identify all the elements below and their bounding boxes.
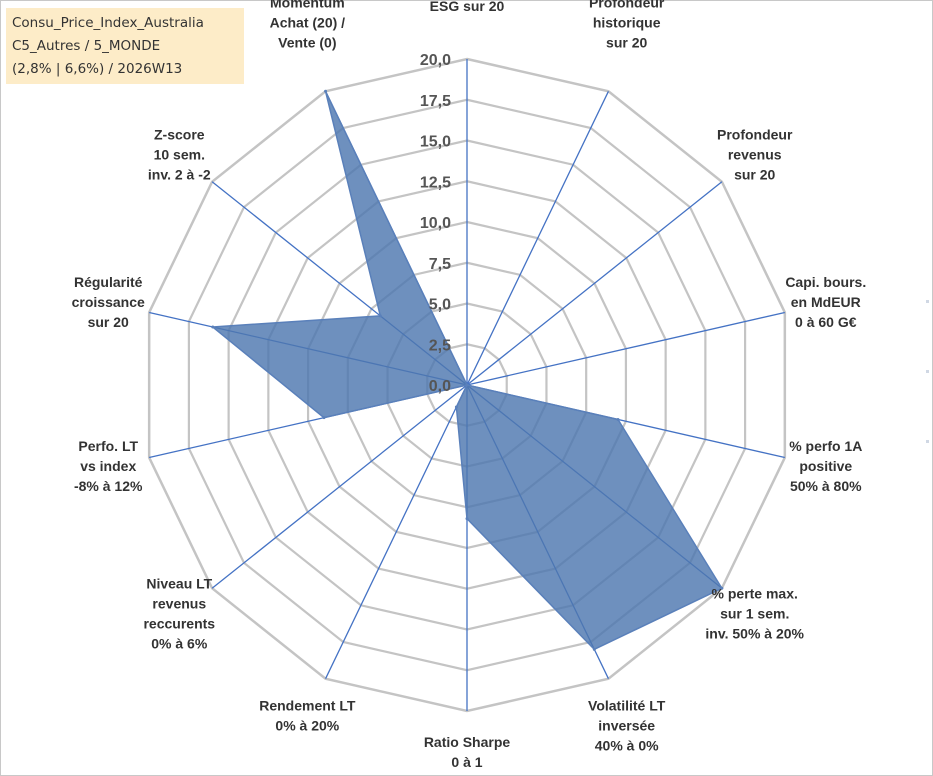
data-series	[210, 89, 724, 651]
axis-spoke	[466, 311, 785, 386]
tick-label: 20,0	[420, 52, 451, 69]
axis-label: Niveau LT	[146, 575, 212, 591]
axis-label: historique	[593, 14, 661, 30]
axis-label: Régularité	[74, 274, 143, 290]
tick-label: 5,0	[429, 297, 451, 314]
axis-label: Momentum	[270, 0, 345, 10]
axis-label: Z-score	[154, 127, 205, 143]
axis-label: positive	[799, 458, 852, 474]
axis-label: vs index	[80, 458, 136, 474]
axis-label: Capi. bours.	[785, 274, 866, 290]
axis-label: Achat (20) /	[270, 14, 346, 30]
data-point	[592, 647, 596, 651]
data-point	[616, 417, 620, 421]
data-point	[454, 405, 458, 409]
axis-label: reccurents	[143, 615, 215, 631]
axis-label: inv. 50% à 20%	[705, 625, 804, 641]
axis-label: ESG sur 20	[430, 0, 505, 14]
axis-spoke	[324, 384, 468, 679]
axis-label: sur 20	[88, 314, 129, 330]
scroll-marker	[926, 300, 929, 303]
info-line-1: Consu_Price_Index_Australia	[12, 15, 204, 31]
axis-label: revenus	[728, 147, 782, 163]
data-point	[720, 586, 724, 590]
data-point	[324, 89, 328, 93]
axis-label: croissance	[72, 294, 145, 310]
axis-spoke	[466, 181, 723, 386]
axis-label: % perte max.	[712, 585, 798, 601]
axis-label: % perfo 1A	[789, 438, 862, 454]
info-line-2: C5_Autres / 5_MONDE	[12, 38, 161, 54]
tick-label: 12,5	[420, 174, 451, 191]
axis-label: 50% à 80%	[790, 478, 862, 494]
axis-label: Perfo. LT	[78, 438, 138, 454]
axis-spoke	[211, 384, 468, 589]
axis-label: Profondeur	[589, 0, 665, 10]
scroll-marker	[926, 440, 929, 443]
axis-label: 0% à 6%	[151, 635, 208, 651]
axis-label: en MdEUR	[791, 294, 861, 310]
tick-label: 0,0	[429, 378, 451, 395]
axis-label: Volatilité LT	[588, 698, 666, 714]
info-line-3: (2,8% | 6,6%) / 2026W13	[12, 61, 183, 77]
tick-label: 10,0	[420, 215, 451, 232]
tick-label: 17,5	[420, 93, 451, 110]
data-point	[211, 325, 215, 329]
axis-label: Profondeur	[717, 127, 793, 143]
axis-label: -8% à 12%	[74, 478, 143, 494]
series-area	[210, 90, 723, 651]
axis-label: Vente (0)	[278, 34, 336, 50]
axis-label: sur 20	[734, 167, 775, 183]
axis-label: 10 sem.	[154, 147, 205, 163]
axis-label: 0 à 1	[451, 754, 482, 770]
data-point	[322, 416, 326, 420]
data-point	[465, 383, 469, 387]
radial-tick-labels: 0,0 2,5 5,0 7,5 10,0 12,5 15,0 17,5 20,0	[420, 52, 451, 395]
axis-label: sur 1 sem.	[720, 605, 789, 621]
axis-label: 0% à 20%	[275, 718, 339, 734]
axis-label: inversée	[598, 718, 655, 734]
axis-spoke	[466, 91, 610, 386]
axis-label: 40% à 0%	[595, 738, 659, 754]
axis-label: Ratio Sharpe	[424, 734, 511, 750]
axis-label: 0 à 60 G€	[795, 314, 857, 330]
axis-label: inv. 2 à -2	[148, 167, 211, 183]
tick-label: 7,5	[429, 256, 451, 273]
data-point	[465, 517, 469, 521]
scroll-marker	[926, 370, 929, 373]
info-box: Consu_Price_Index_Australia C5_Autres / …	[6, 8, 244, 84]
data-point	[378, 314, 382, 318]
axis-label: sur 20	[606, 34, 647, 50]
tick-label: 15,0	[420, 134, 451, 151]
tick-label: 2,5	[429, 337, 451, 354]
axis-label: Rendement LT	[259, 698, 356, 714]
axis-label: revenus	[152, 595, 206, 611]
